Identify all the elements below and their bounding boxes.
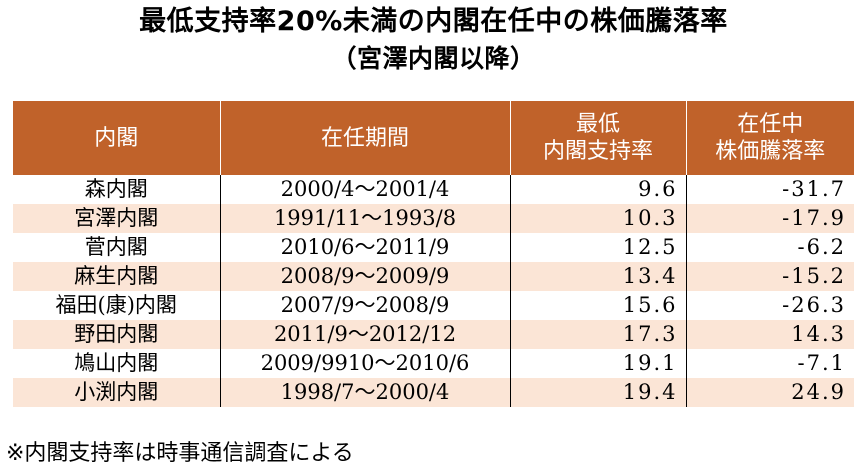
table-header-row: 内閣 在任期間 最低 内閣支持率 在任中 株価騰落率 — [13, 101, 854, 175]
cell-cabinet: 小渕内閣 — [13, 378, 220, 407]
cell-stock-change: 24.9 — [685, 378, 854, 407]
table-row: 小渕内閣 1998/7～2000/4 19.4 24.9 — [13, 378, 854, 407]
cell-term: 2010/6～2011/9 — [219, 233, 510, 262]
header-min-approval: 最低 内閣支持率 — [509, 101, 686, 175]
table-row: 野田内閣 2011/9～2012/12 17.3 14.3 — [13, 320, 854, 349]
cell-cabinet: 宮澤内閣 — [13, 204, 220, 233]
cell-cabinet: 福田(康)内閣 — [13, 291, 220, 320]
cell-min-approval: 19.4 — [509, 378, 686, 407]
cell-cabinet: 菅内閣 — [13, 233, 220, 262]
cell-min-approval: 12.5 — [509, 233, 686, 262]
cell-stock-change: -6.2 — [685, 233, 854, 262]
cell-term: 1998/7～2000/4 — [219, 378, 510, 407]
cell-cabinet: 麻生内閣 — [13, 262, 220, 291]
header-term-label: 在任期間 — [320, 125, 409, 151]
cell-stock-change: -15.2 — [685, 262, 854, 291]
cell-stock-change: 14.3 — [685, 320, 854, 349]
header-min-approval-line1: 最低 — [575, 112, 620, 137]
cell-min-approval: 13.4 — [509, 262, 686, 291]
cell-min-approval: 9.6 — [509, 175, 686, 204]
cell-cabinet: 野田内閣 — [13, 320, 220, 349]
page-title: 最低支持率20%未満の内閣在任中の株価騰落率 — [139, 6, 728, 37]
footnote: ※内閣支持率は時事通信調査による — [6, 441, 354, 466]
cell-term: 2008/9～2009/9 — [219, 262, 510, 291]
header-stock-change-line2: 株価騰落率 — [715, 139, 826, 164]
cabinet-table: 内閣 在任期間 最低 内閣支持率 在任中 株価騰落率 森内閣 2000/4～20… — [13, 101, 854, 407]
header-term: 在任期間 — [219, 101, 510, 175]
table-row: 森内閣 2000/4～2001/4 9.6 -31.7 — [13, 175, 854, 204]
table-row: 菅内閣 2010/6～2011/9 12.5 -6.2 — [13, 233, 854, 262]
header-stock-change-line1: 在任中 — [737, 112, 804, 137]
cell-term: 2009/9910～2010/6 — [219, 349, 510, 378]
header-cabinet-label: 内閣 — [94, 125, 139, 151]
cell-stock-change: -17.9 — [685, 204, 854, 233]
cell-min-approval: 19.1 — [509, 349, 686, 378]
table-row: 福田(康)内閣 2007/9～2008/9 15.6 -26.3 — [13, 291, 854, 320]
cell-cabinet: 鳩山内閣 — [13, 349, 220, 378]
table-row: 宮澤内閣 1991/11～1993/8 10.3 -17.9 — [13, 204, 854, 233]
page-subtitle: （宮澤内閣以降） — [331, 44, 536, 73]
header-stock-change: 在任中 株価騰落率 — [685, 101, 854, 175]
cell-term: 1991/11～1993/8 — [219, 204, 510, 233]
header-min-approval-line2: 内閣支持率 — [542, 139, 653, 164]
cell-cabinet: 森内閣 — [13, 175, 220, 204]
cell-min-approval: 17.3 — [509, 320, 686, 349]
cell-min-approval: 15.6 — [509, 291, 686, 320]
cell-term: 2011/9～2012/12 — [219, 320, 510, 349]
cell-stock-change: -7.1 — [685, 349, 854, 378]
cell-stock-change: -31.7 — [685, 175, 854, 204]
table-row: 麻生内閣 2008/9～2009/9 13.4 -15.2 — [13, 262, 854, 291]
cell-term: 2000/4～2001/4 — [219, 175, 510, 204]
cell-min-approval: 10.3 — [509, 204, 686, 233]
cell-term: 2007/9～2008/9 — [219, 291, 510, 320]
table-row: 鳩山内閣 2009/9910～2010/6 19.1 -7.1 — [13, 349, 854, 378]
cell-stock-change: -26.3 — [685, 291, 854, 320]
header-cabinet: 内閣 — [13, 101, 220, 175]
